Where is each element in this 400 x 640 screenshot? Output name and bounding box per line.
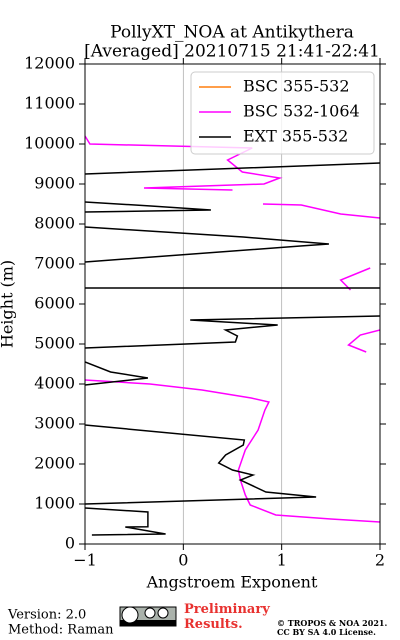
chart-subtitle: [Averaged] 20210715 21:41-22:41 <box>84 42 380 62</box>
y-axis-label: Height (m) <box>0 260 17 348</box>
plot-frame <box>84 63 381 545</box>
y-tick-label: 4000 <box>34 374 75 393</box>
y-tick-label: 0 <box>65 534 75 553</box>
status-line-1: Preliminary Results. <box>184 602 270 632</box>
legend-label: BSC 532-1064 <box>243 102 360 121</box>
y-tick-label: 6000 <box>34 294 75 313</box>
y-tick-label: 3000 <box>34 414 75 433</box>
copyright: © TROPOS & NOA 2021. <box>277 618 387 628</box>
y-tick-label: 10000 <box>24 134 75 153</box>
legend-label: EXT 355-532 <box>243 127 348 146</box>
chart-title: PollyXT_NOA at Antikythera <box>110 23 354 43</box>
x-tick-label: −1 <box>73 551 97 570</box>
profile-line <box>85 162 380 536</box>
x-axis-label: Angstroem Exponent <box>146 573 318 592</box>
x-tick-label: 2 <box>375 551 385 570</box>
method: Method: Raman <box>8 623 114 638</box>
legend-label: BSC 355-532 <box>243 77 350 96</box>
y-tick-label: 9000 <box>34 174 75 193</box>
license: CC BY SA 4.0 License. <box>277 627 376 637</box>
y-tick-label: 7000 <box>34 254 75 273</box>
y-tick-label: 11000 <box>24 94 75 113</box>
cc-logo <box>119 606 177 627</box>
x-tick-label: 0 <box>178 551 188 570</box>
x-tick-label: 1 <box>277 551 287 570</box>
y-tick-label: 12000 <box>24 54 75 73</box>
version: Version: 2.0 <box>7 608 86 623</box>
y-tick-label: 8000 <box>34 214 75 233</box>
y-tick-label: 5000 <box>34 334 75 353</box>
y-tick-label: 2000 <box>34 454 75 473</box>
y-tick-label: 1000 <box>34 494 75 513</box>
legend-box <box>190 71 375 155</box>
